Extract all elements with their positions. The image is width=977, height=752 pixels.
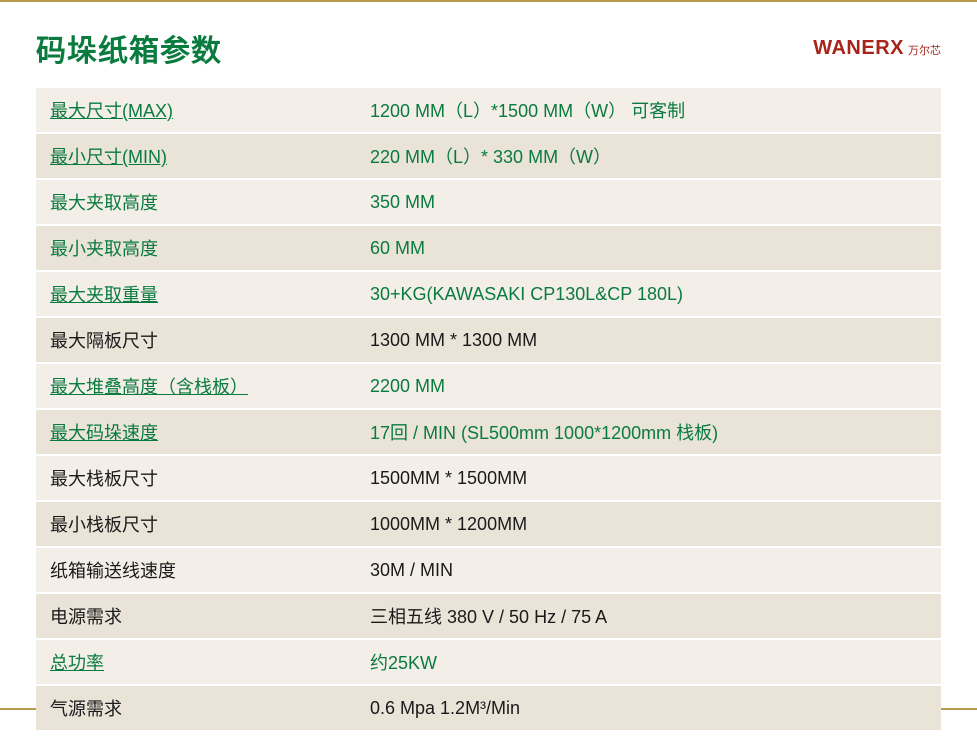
spec-label: 最小栈板尺寸 [36, 501, 356, 547]
brand-zh: 万尔芯 [908, 42, 941, 58]
spec-label: 最大栈板尺寸 [36, 455, 356, 501]
content-wrap: 码垛纸箱参数 WANERX 万尔芯 最大尺寸(MAX)1200 MM（L）*15… [0, 2, 977, 752]
page-frame: 码垛纸箱参数 WANERX 万尔芯 最大尺寸(MAX)1200 MM（L）*15… [0, 0, 977, 710]
table-row: 最小夹取高度60 MM [36, 225, 941, 271]
page-title: 码垛纸箱参数 [36, 26, 222, 70]
table-row: 气源需求0.6 Mpa 1.2M³/Min [36, 685, 941, 731]
spec-value: 1500MM * 1500MM [356, 455, 941, 501]
table-row: 最大尺寸(MAX)1200 MM（L）*1500 MM（W） 可客制 [36, 88, 941, 133]
table-row: 最大隔板尺寸1300 MM * 1300 MM [36, 317, 941, 363]
spec-value: 30M / MIN [356, 547, 941, 593]
spec-label: 最大夹取重量 [36, 271, 356, 317]
table-row: 最小栈板尺寸1000MM * 1200MM [36, 501, 941, 547]
table-row: 电源需求三相五线 380 V / 50 Hz / 75 A [36, 593, 941, 639]
table-row: 最大栈板尺寸1500MM * 1500MM [36, 455, 941, 501]
table-row: 最大堆叠高度（含栈板）2200 MM [36, 363, 941, 409]
spec-label: 总功率 [36, 639, 356, 685]
spec-label: 最小尺寸(MIN) [36, 133, 356, 179]
spec-value: 约25KW [356, 639, 941, 685]
spec-label: 最大堆叠高度（含栈板） [36, 363, 356, 409]
brand-en: WANERX [813, 37, 904, 60]
spec-value: 2200 MM [356, 363, 941, 409]
spec-value: 60 MM [356, 225, 941, 271]
spec-table: 最大尺寸(MAX)1200 MM（L）*1500 MM（W） 可客制最小尺寸(M… [36, 88, 941, 732]
spec-value: 350 MM [356, 179, 941, 225]
spec-value: 17回 / MIN (SL500mm 1000*1200mm 栈板) [356, 409, 941, 455]
table-row: 纸箱输送线速度30M / MIN [36, 547, 941, 593]
spec-value: 1300 MM * 1300 MM [356, 317, 941, 363]
table-row: 最小尺寸(MIN)220 MM（L）* 330 MM（W） [36, 133, 941, 179]
spec-label: 最大隔板尺寸 [36, 317, 356, 363]
spec-value: 30+KG(KAWASAKI CP130L&CP 180L) [356, 271, 941, 317]
spec-value: 0.6 Mpa 1.2M³/Min [356, 685, 941, 731]
table-row: 最大码垛速度17回 / MIN (SL500mm 1000*1200mm 栈板) [36, 409, 941, 455]
spec-label: 最大尺寸(MAX) [36, 88, 356, 133]
table-row: 总功率约25KW [36, 639, 941, 685]
spec-label: 纸箱输送线速度 [36, 547, 356, 593]
spec-label: 最大码垛速度 [36, 409, 356, 455]
table-row: 最大夹取高度350 MM [36, 179, 941, 225]
spec-label: 气源需求 [36, 685, 356, 731]
spec-value: 1200 MM（L）*1500 MM（W） 可客制 [356, 88, 941, 133]
spec-value: 1000MM * 1200MM [356, 501, 941, 547]
spec-value: 220 MM（L）* 330 MM（W） [356, 133, 941, 179]
spec-label: 最大夹取高度 [36, 179, 356, 225]
spec-label: 最小夹取高度 [36, 225, 356, 271]
spec-table-body: 最大尺寸(MAX)1200 MM（L）*1500 MM（W） 可客制最小尺寸(M… [36, 88, 941, 731]
table-row: 最大夹取重量30+KG(KAWASAKI CP130L&CP 180L) [36, 271, 941, 317]
spec-value: 三相五线 380 V / 50 Hz / 75 A [356, 593, 941, 639]
brand-logo: WANERX 万尔芯 [813, 37, 941, 60]
spec-label: 电源需求 [36, 593, 356, 639]
header-row: 码垛纸箱参数 WANERX 万尔芯 [36, 26, 941, 70]
